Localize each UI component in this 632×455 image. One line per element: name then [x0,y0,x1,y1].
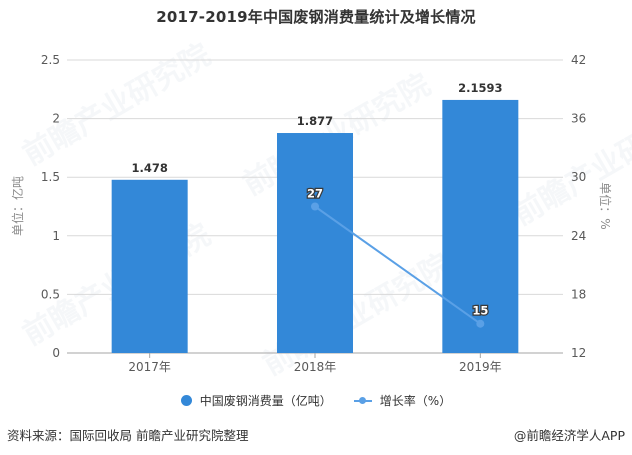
bar[interactable] [277,133,353,353]
bar-value-label: 1.877 [297,114,333,128]
bar-series-swatch-icon [180,395,192,406]
y-axis-tick-label: 0.5 [41,287,60,301]
legend-label-growth-rate: 增长率（%） [379,394,452,408]
y2-axis-tick-label: 30 [571,170,586,184]
line-data-point[interactable] [311,202,319,211]
legend-item-growth-rate[interactable]: 增长率（%） [353,392,452,409]
y-axis-tick-label: 2.5 [41,53,60,67]
x-axis-tick-label: 2019年 [459,360,502,374]
y2-axis-tick-label: 36 [571,112,586,126]
source-note: 资料来源：国际回收局 前瞻产业研究院整理 [7,428,249,443]
y-axis-tick-label: 1.5 [41,170,60,184]
growth-rate-line [314,205,481,325]
line-value-label: 15 [472,304,488,318]
y-axis-title: 单位：亿吨 [10,176,25,236]
y-axis-tick-label: 0 [52,346,60,360]
footer: 资料来源：国际回收局 前瞻产业研究院整理 @前瞻经济学人APP [7,425,625,444]
line-data-point[interactable] [476,319,485,328]
legend: 中国废钢消费量（亿吨） 增长率（%） [0,392,632,409]
line-value-label: 27 [307,187,323,201]
bar[interactable] [442,99,519,353]
chart-title: 2017-2019年中国废钢消费量统计及增长情况 [156,8,476,26]
bar-value-label: 1.478 [131,161,167,175]
y-axis-tick-label: 2 [52,112,60,126]
y2-axis-tick-label: 18 [571,287,586,301]
line-series-swatch-icon [353,395,372,406]
chart-area: 0 0.5 1 1.5 2 2.5 12 18 24 30 36 42 单位：亿吨 单位：% 1.478 20… [10,53,613,374]
x-axis-tick-label: 2017年 [128,360,171,374]
x-axis-tick-label: 2018年 [294,360,337,374]
bar-value-label: 2.1593 [458,81,502,95]
legend-item-consumption[interactable]: 中国废钢消费量（亿吨） [180,392,332,409]
y2-axis-tick-label: 24 [571,229,586,243]
bar[interactable] [111,179,188,353]
y-axis-tick-label: 1 [52,229,60,243]
y2-axis-title: 单位：% [598,182,613,229]
credit-note: @前瞻经济学人APP [513,428,625,443]
y2-axis-tick-label: 12 [571,346,586,360]
legend-label-consumption: 中国废钢消费量（亿吨） [199,394,332,408]
y2-axis-tick-label: 42 [571,53,586,67]
